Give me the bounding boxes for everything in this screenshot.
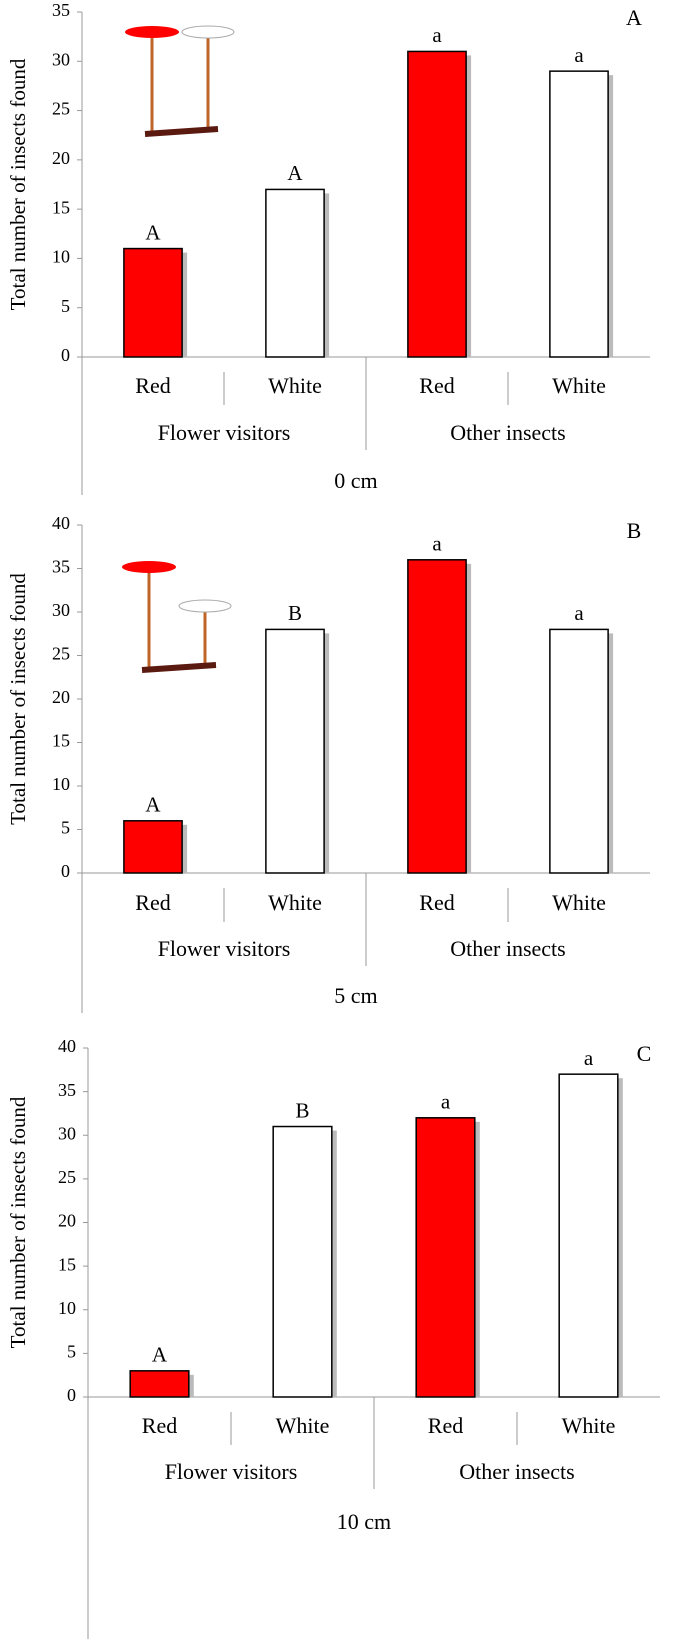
x-tick-label: Red bbox=[135, 890, 170, 915]
significance-letter: a bbox=[584, 1046, 594, 1070]
bar bbox=[549, 628, 609, 874]
significance-letter: A bbox=[287, 161, 303, 185]
group-label: Flower visitors bbox=[165, 1459, 298, 1484]
y-tick-label: 20 bbox=[58, 1211, 76, 1231]
group-label: Flower visitors bbox=[158, 936, 291, 961]
bar bbox=[123, 247, 183, 358]
y-tick-label: 0 bbox=[61, 861, 70, 881]
bar bbox=[129, 1370, 190, 1398]
x-axis-title: 10 cm bbox=[337, 1509, 391, 1534]
y-tick-label: 15 bbox=[58, 1254, 76, 1274]
bar bbox=[272, 1125, 333, 1398]
panel-label: C bbox=[637, 1041, 652, 1066]
bar bbox=[265, 188, 325, 358]
x-tick-label: White bbox=[276, 1413, 330, 1438]
y-tick-label: 20 bbox=[52, 687, 70, 707]
y-tick-label: 40 bbox=[52, 513, 70, 533]
y-tick-label: 0 bbox=[61, 345, 70, 365]
significance-letter: a bbox=[574, 601, 584, 625]
bar bbox=[407, 50, 467, 358]
y-tick-label: 15 bbox=[52, 197, 70, 217]
y-tick-label: 20 bbox=[52, 148, 70, 168]
y-tick-label: 25 bbox=[58, 1167, 76, 1187]
significance-letter: a bbox=[432, 532, 442, 556]
y-tick-label: 30 bbox=[52, 49, 70, 69]
significance-letter: A bbox=[145, 793, 161, 817]
x-tick-label: White bbox=[552, 890, 606, 915]
significance-letter: B bbox=[295, 1098, 309, 1122]
y-tick-label: 15 bbox=[52, 731, 70, 751]
y-tick-label: 5 bbox=[61, 818, 70, 838]
group-label: Other insects bbox=[450, 936, 565, 961]
bar bbox=[415, 1117, 476, 1398]
y-tick-label: 30 bbox=[58, 1123, 76, 1143]
bar bbox=[265, 628, 325, 874]
group-label: Other insects bbox=[450, 420, 565, 445]
y-tick-label: 5 bbox=[67, 1342, 76, 1362]
y-tick-label: 10 bbox=[52, 247, 70, 267]
y-tick-label: 35 bbox=[52, 557, 70, 577]
bar bbox=[549, 70, 609, 358]
panel-label: B bbox=[627, 518, 642, 543]
significance-letter: B bbox=[288, 601, 302, 625]
panel-label: A bbox=[626, 5, 642, 30]
significance-letter: A bbox=[152, 1343, 168, 1367]
significance-letter: a bbox=[441, 1090, 451, 1114]
x-tick-label: White bbox=[268, 890, 322, 915]
y-tick-label: 40 bbox=[58, 1036, 76, 1056]
y-tick-label: 5 bbox=[61, 296, 70, 316]
x-tick-label: White bbox=[552, 373, 606, 398]
bar bbox=[123, 820, 183, 874]
y-axis-title: Total number of insects found bbox=[6, 58, 30, 310]
significance-letter: a bbox=[432, 23, 442, 47]
stand-icon-b bbox=[122, 561, 232, 673]
bar bbox=[407, 559, 467, 874]
x-tick-label: Red bbox=[135, 373, 170, 398]
significance-letter: A bbox=[145, 220, 161, 244]
stand-icon-a bbox=[125, 25, 235, 137]
group-label: Other insects bbox=[459, 1459, 574, 1484]
x-axis-title: 5 cm bbox=[334, 983, 377, 1008]
y-tick-label: 25 bbox=[52, 644, 70, 664]
y-tick-label: 0 bbox=[67, 1385, 76, 1405]
x-tick-label: Red bbox=[419, 373, 454, 398]
bar bbox=[558, 1073, 619, 1398]
x-tick-label: Red bbox=[142, 1413, 177, 1438]
y-tick-label: 10 bbox=[58, 1298, 76, 1318]
group-label: Flower visitors bbox=[158, 420, 291, 445]
y-tick-label: 35 bbox=[58, 1080, 76, 1100]
x-tick-label: Red bbox=[428, 1413, 463, 1438]
y-tick-label: 35 bbox=[52, 0, 70, 20]
y-tick-label: 10 bbox=[52, 774, 70, 794]
y-tick-label: 25 bbox=[52, 99, 70, 119]
y-tick-label: 30 bbox=[52, 600, 70, 620]
x-tick-label: White bbox=[268, 373, 322, 398]
y-axis-title: Total number of insects found bbox=[6, 573, 30, 825]
x-tick-label: White bbox=[562, 1413, 616, 1438]
significance-letter: a bbox=[574, 43, 584, 67]
y-axis-title: Total number of insects found bbox=[6, 1096, 30, 1348]
x-axis-title: 0 cm bbox=[334, 468, 377, 493]
x-tick-label: Red bbox=[419, 890, 454, 915]
